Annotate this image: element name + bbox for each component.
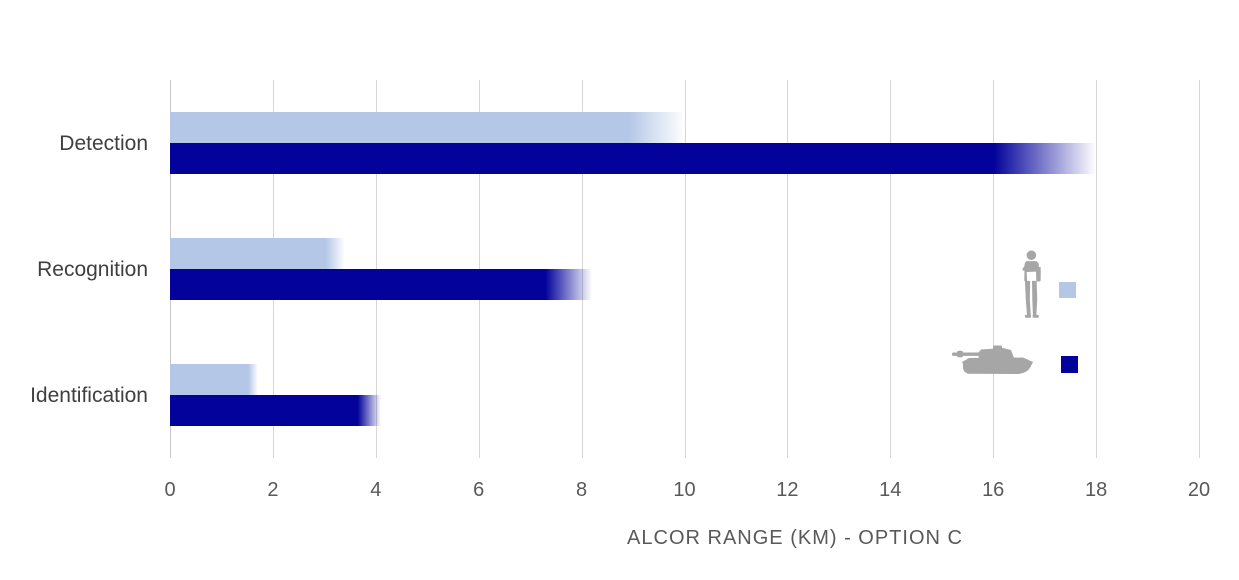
- gridline-x-18: [1096, 80, 1098, 458]
- x-tick-label: 2: [267, 479, 279, 501]
- x-tick-label: 10: [673, 479, 696, 501]
- tank-icon: [952, 345, 1033, 374]
- x-tick-label: 14: [879, 479, 902, 501]
- x-tick-label: 12: [776, 479, 799, 501]
- bar-tank-recognition: [170, 269, 592, 300]
- category-label-detection: Detection: [59, 132, 148, 155]
- soldier-icon: [1022, 250, 1041, 318]
- gridline-x-12: [787, 80, 789, 458]
- bar-tank-detection: [170, 143, 1097, 174]
- bar-person-identification: [170, 364, 258, 395]
- gridline-x-20: [1199, 80, 1200, 458]
- gridline-x-10: [684, 80, 686, 458]
- x-tick-label: 8: [576, 479, 588, 501]
- x-tick-label: 0: [164, 479, 176, 501]
- category-label-identification: Identification: [30, 384, 148, 407]
- legend-swatch-person: [1059, 282, 1076, 298]
- x-tick-label: 18: [1084, 479, 1108, 501]
- bar-person-detection: [170, 112, 685, 143]
- bar-person-recognition: [170, 238, 345, 269]
- x-tick-label: 16: [982, 479, 1005, 501]
- legend-swatch-tank: [1061, 356, 1078, 373]
- category-label-recognition: Recognition: [37, 258, 148, 281]
- x-tick-label: 20: [1187, 479, 1211, 501]
- x-axis-title: ALCOR RANGE (KM) - OPTION C: [627, 527, 963, 549]
- gridline-x-14: [890, 80, 892, 458]
- bar-tank-identification: [170, 395, 381, 426]
- x-tick-label: 6: [473, 479, 485, 501]
- x-tick-label: 4: [370, 479, 382, 501]
- gridline-x-16: [993, 80, 995, 458]
